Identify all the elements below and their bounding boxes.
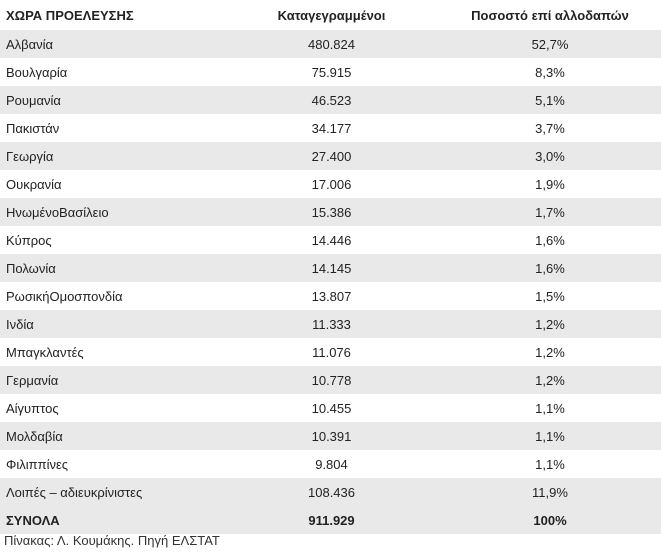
cell-country: Ουκρανία [0, 170, 224, 198]
cell-registered: 14.145 [224, 254, 439, 282]
cell-country: Πακιστάν [0, 114, 224, 142]
cell-country: Ινδία [0, 310, 224, 338]
cell-country: ΗνωμένοΒασίλειο [0, 198, 224, 226]
cell-registered: 34.177 [224, 114, 439, 142]
table-row: Μπαγκλαντές 11.076 1,2% [0, 338, 661, 366]
header-percentage: Ποσοστό επί αλλοδαπών [471, 7, 629, 23]
cell-registered: 11.333 [224, 310, 439, 338]
cell-country: Αίγυπτος [0, 394, 224, 422]
cell-country: Γεωργία [0, 142, 224, 170]
cell-percentage: 1,6% [439, 254, 661, 282]
table-row: Γεωργία 27.400 3,0% [0, 142, 661, 170]
table-row: Πακιστάν 34.177 3,7% [0, 114, 661, 142]
cell-country: Φιλιππίνες [0, 450, 224, 478]
cell-percentage: 1,1% [439, 394, 661, 422]
cell-country: Αλβανία [0, 30, 224, 58]
total-label: ΣΥΝΟΛΑ [0, 506, 224, 534]
header-country: ΧΩΡΑ ΠΡΟΕΛΕΥΣΗΣ [6, 7, 134, 23]
cell-percentage: 1,9% [439, 170, 661, 198]
cell-percentage: 1,2% [439, 310, 661, 338]
cell-registered: 75.915 [224, 58, 439, 86]
cell-registered: 9.804 [224, 450, 439, 478]
table-row: Κύπρος 14.446 1,6% [0, 226, 661, 254]
cell-percentage: 1,1% [439, 450, 661, 478]
table-row: Γερμανία 10.778 1,2% [0, 366, 661, 394]
table-row: Πολωνία 14.145 1,6% [0, 254, 661, 282]
total-registered: 911.929 [224, 506, 439, 534]
cell-country: Μπαγκλαντές [0, 338, 224, 366]
cell-registered: 27.400 [224, 142, 439, 170]
cell-percentage: 1,7% [439, 198, 661, 226]
cell-percentage: 52,7% [439, 30, 661, 58]
cell-country: Κύπρος [0, 226, 224, 254]
table-body: Αλβανία 480.824 52,7% Βουλγαρία 75.915 8,3% Ρο… [0, 30, 661, 534]
cell-registered: 15.386 [224, 198, 439, 226]
cell-percentage: 3,7% [439, 114, 661, 142]
cell-percentage: 1,2% [439, 366, 661, 394]
cell-percentage: 8,3% [439, 58, 661, 86]
cell-percentage: 5,1% [439, 86, 661, 114]
table-row: Λοιπές – αδιευκρίνιστες 108.436 11,9% [0, 478, 661, 506]
table-total-row: ΣΥΝΟΛΑ 911.929 100% [0, 506, 661, 534]
immigrants-by-country-table: ΧΩΡΑ ΠΡΟΕΛΕΥΣΗΣ Καταγεγραμμένοι Ποσοστό … [0, 0, 661, 534]
cell-country: Γερμανία [0, 366, 224, 394]
cell-country: Βουλγαρία [0, 58, 224, 86]
cell-percentage: 3,0% [439, 142, 661, 170]
cell-country: Λοιπές – αδιευκρίνιστες [0, 478, 224, 506]
cell-percentage: 1,6% [439, 226, 661, 254]
table-row: Ουκρανία 17.006 1,9% [0, 170, 661, 198]
table-row: Μολδαβία 10.391 1,1% [0, 422, 661, 450]
table-caption: Πίνακας: Λ. Κουμάκης. Πηγή ΕΛΣΤΑΤ [4, 533, 220, 548]
cell-country: Ρουμανία [0, 86, 224, 114]
cell-percentage: 1,5% [439, 282, 661, 310]
cell-registered: 46.523 [224, 86, 439, 114]
cell-country: Πολωνία [0, 254, 224, 282]
cell-registered: 13.807 [224, 282, 439, 310]
cell-registered: 10.778 [224, 366, 439, 394]
table-row: Αίγυπτος 10.455 1,1% [0, 394, 661, 422]
cell-country: Μολδαβία [0, 422, 224, 450]
total-percentage: 100% [439, 506, 661, 534]
cell-percentage: 1,2% [439, 338, 661, 366]
cell-registered: 108.436 [224, 478, 439, 506]
cell-registered: 14.446 [224, 226, 439, 254]
table-row: Βουλγαρία 75.915 8,3% [0, 58, 661, 86]
table-row: Φιλιππίνες 9.804 1,1% [0, 450, 661, 478]
cell-registered: 17.006 [224, 170, 439, 198]
header-registered: Καταγεγραμμένοι [277, 7, 386, 23]
cell-registered: 480.824 [224, 30, 439, 58]
table-row: ΗνωμένοΒασίλειο 15.386 1,7% [0, 198, 661, 226]
table-row: Ινδία 11.333 1,2% [0, 310, 661, 338]
cell-country: ΡωσικήΟμοσπονδία [0, 282, 224, 310]
table-row: ΡωσικήΟμοσπονδία 13.807 1,5% [0, 282, 661, 310]
cell-percentage: 1,1% [439, 422, 661, 450]
cell-registered: 10.391 [224, 422, 439, 450]
cell-registered: 11.076 [224, 338, 439, 366]
table-row: Αλβανία 480.824 52,7% [0, 30, 661, 58]
table-row: Ρουμανία 46.523 5,1% [0, 86, 661, 114]
table-header-row: ΧΩΡΑ ΠΡΟΕΛΕΥΣΗΣ Καταγεγραμμένοι Ποσοστό … [0, 0, 661, 30]
cell-percentage: 11,9% [439, 478, 661, 506]
cell-registered: 10.455 [224, 394, 439, 422]
